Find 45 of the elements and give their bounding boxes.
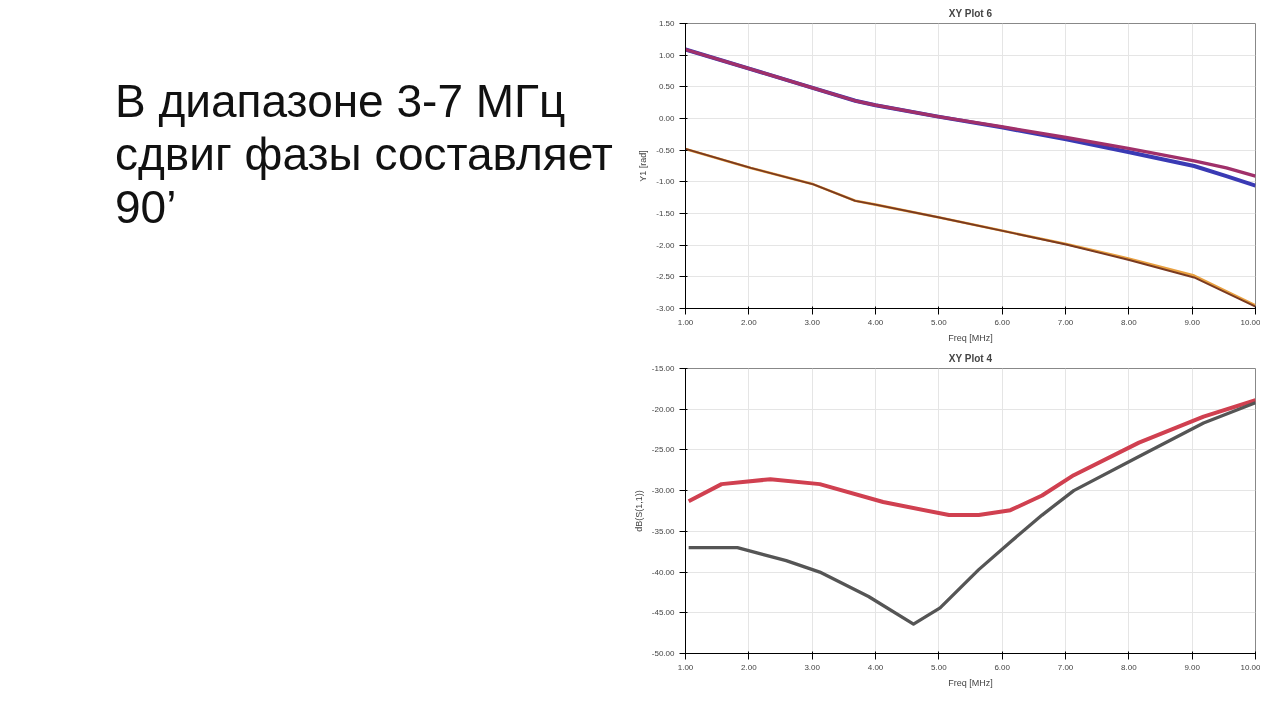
y-tick-label: -20.00 [651, 404, 676, 414]
y-tick-label: 1.00 [658, 50, 676, 60]
y-tick-label: 1.50 [658, 19, 676, 28]
text: В диапазоне 3-7 МГц сдвиг фазы составляет 90’ [114, 74, 614, 234]
x-tick-label: 3.00 [804, 662, 821, 672]
y-tick-label: -2.00 [656, 240, 676, 250]
x-tick-label: 5.00 [931, 317, 948, 327]
y-tick-label: -45.00 [651, 608, 676, 618]
y-tick-label: -3.00 [656, 304, 676, 313]
x-tick-label: 6.00 [994, 662, 1011, 672]
x-axis-title: Freq [MHz] [948, 677, 993, 688]
y-tick-label: -0.50 [656, 145, 676, 155]
y-tick-label: -25.00 [651, 445, 676, 455]
x-tick-label: 6.00 [994, 317, 1011, 327]
y-tick-label: -1.50 [656, 209, 676, 218]
y-tick-label: -15.00 [651, 364, 676, 373]
x-tick-label: 8.00 [1121, 662, 1138, 672]
x-axis-title: Freq [MHz] [948, 332, 993, 343]
y-tick-label: -30.00 [651, 486, 676, 496]
y-tick-label: 0.00 [658, 114, 676, 123]
x-tick-label: 8.00 [1121, 317, 1138, 327]
chart-title: XY Plot 4 [948, 352, 993, 364]
x-tick-label: 5.00 [931, 662, 948, 672]
x-tick-label: 7.00 [1057, 317, 1074, 327]
y-tick-label: -2.50 [656, 272, 676, 282]
x-tick-label: 10.00 [1240, 317, 1262, 327]
x-tick-label: 4.00 [867, 317, 884, 327]
chart-title: XY Plot 6 [948, 7, 993, 19]
x-tick-label: 9.00 [1184, 662, 1201, 672]
x-tick-label: 3.00 [804, 317, 821, 327]
y-axis-title: dB(S(1,1)) [633, 490, 644, 532]
x-tick-label: 2.00 [741, 662, 758, 672]
y-tick-label: -35.00 [651, 526, 676, 536]
x-tick-label: 1.00 [677, 662, 694, 672]
x-tick-label: 1.00 [677, 317, 694, 327]
x-tick-label: 9.00 [1184, 317, 1201, 327]
y-tick-label: -50.00 [651, 649, 676, 658]
x-tick-label: 2.00 [741, 317, 758, 327]
x-tick-label: 7.00 [1057, 662, 1074, 672]
y-axis-title: Y1 [rad] [638, 150, 649, 182]
x-tick-label: 10.00 [1240, 662, 1262, 672]
y-tick-label: -40.00 [651, 567, 676, 577]
y-tick-label: 0.50 [658, 82, 676, 92]
y-tick-label: -1.00 [656, 177, 676, 187]
x-tick-label: 4.00 [867, 662, 884, 672]
